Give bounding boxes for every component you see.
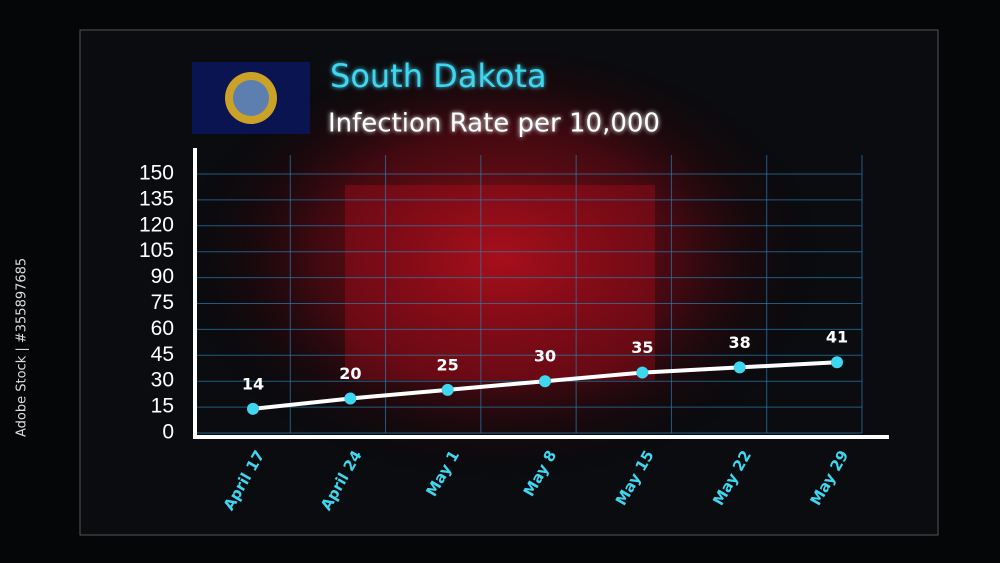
marker xyxy=(344,392,357,405)
value-label: 30 xyxy=(534,347,556,366)
flag-seal-inner xyxy=(233,80,269,116)
y-tick-label: 150 xyxy=(139,162,174,185)
marker xyxy=(831,356,843,369)
marker xyxy=(441,383,454,396)
red-glow xyxy=(170,50,830,510)
y-tick-label: 60 xyxy=(151,317,174,340)
marker xyxy=(247,402,259,415)
chart-title: South Dakota xyxy=(330,57,547,95)
y-tick-label: 135 xyxy=(139,187,174,210)
state-shape xyxy=(345,185,655,380)
y-tick-label: 15 xyxy=(151,395,174,418)
value-label: 14 xyxy=(242,374,264,393)
y-tick-label: 75 xyxy=(151,291,174,314)
y-tick-label: 30 xyxy=(151,369,174,392)
chart-subtitle: Infection Rate per 10,000 xyxy=(328,109,660,139)
value-label: 20 xyxy=(339,364,361,383)
y-tick-label: 0 xyxy=(162,421,174,444)
marker xyxy=(539,375,551,388)
value-label: 35 xyxy=(631,338,653,357)
marker xyxy=(636,366,649,379)
value-label: 38 xyxy=(729,333,751,352)
y-tick-label: 105 xyxy=(139,239,174,262)
y-tick-label: 90 xyxy=(151,265,174,288)
y-tick-label: 120 xyxy=(139,213,174,236)
y-tick-label: 45 xyxy=(151,343,174,366)
value-label: 25 xyxy=(437,355,459,374)
marker xyxy=(733,361,746,374)
watermark-id: Adobe Stock | #355897685 xyxy=(15,258,30,437)
value-label: 41 xyxy=(826,328,848,347)
